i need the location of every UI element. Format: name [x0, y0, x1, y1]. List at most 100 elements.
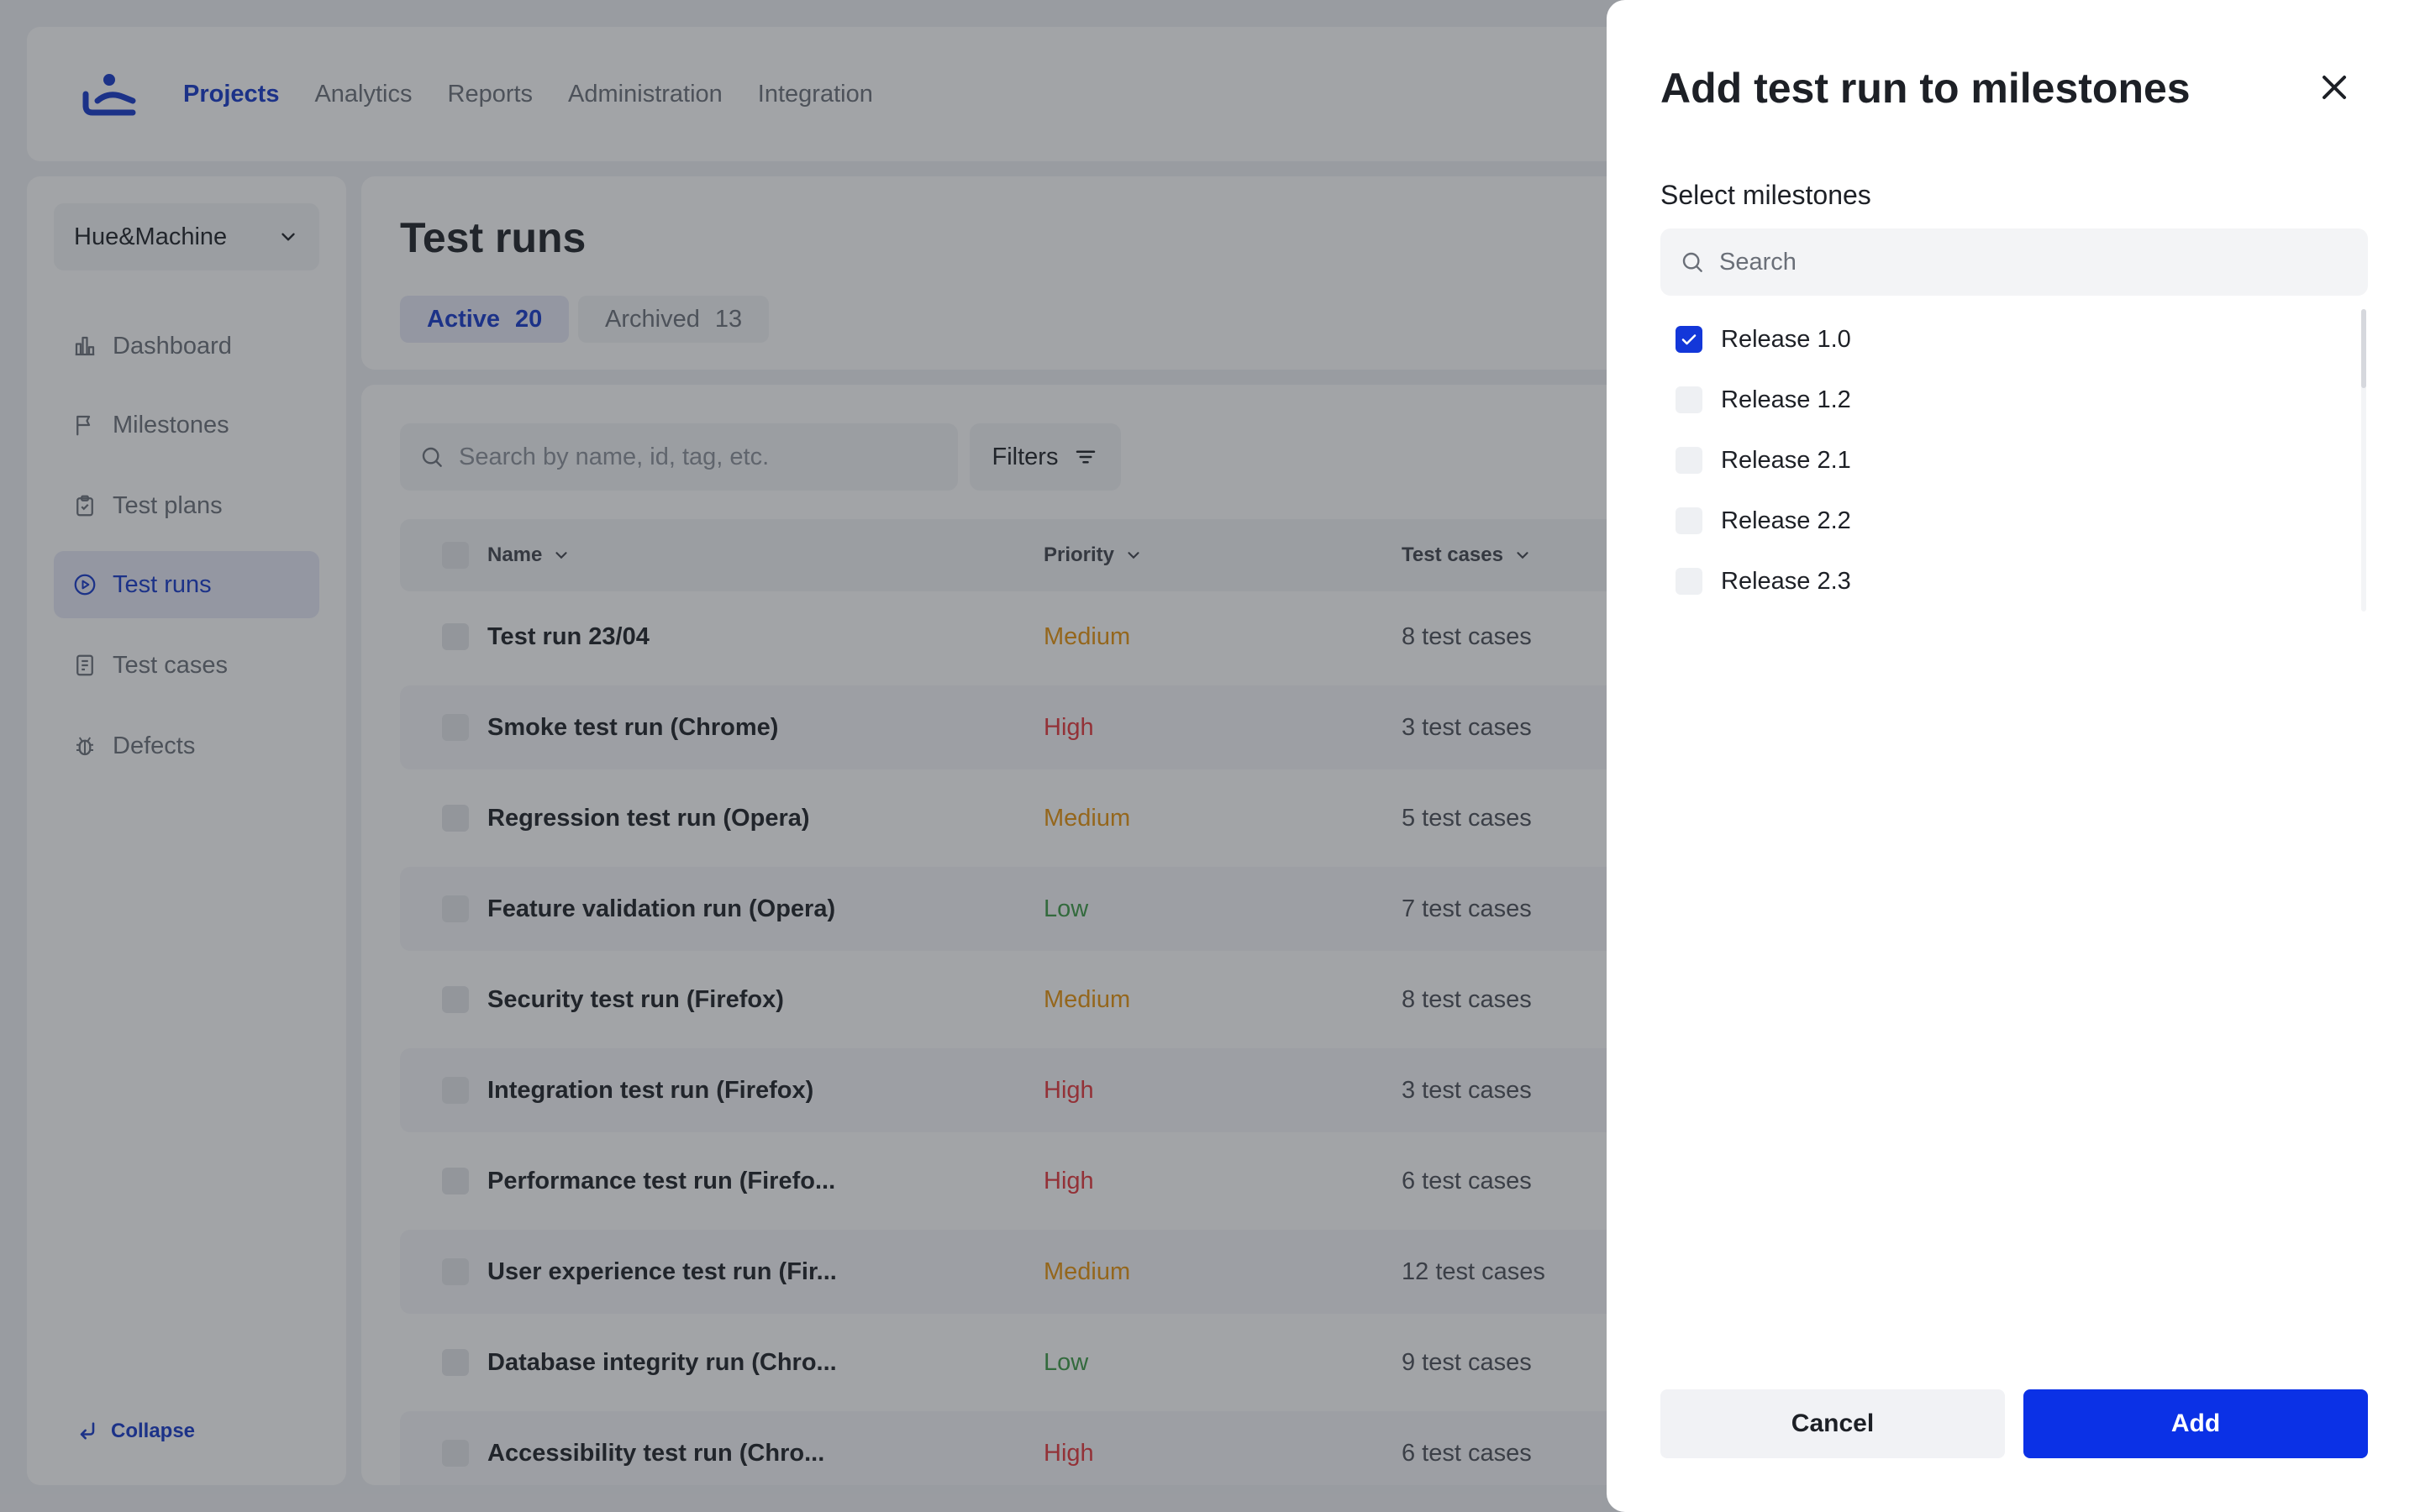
project-selector[interactable]: Hue&Machine: [54, 203, 319, 270]
milestone-label: Release 1.2: [1721, 386, 1851, 413]
run-name[interactable]: Integration test run (Firefox): [487, 1076, 814, 1104]
milestone-checkbox[interactable]: [1676, 447, 1702, 474]
cancel-button[interactable]: Cancel: [1660, 1389, 2005, 1458]
sidebar-item-defects[interactable]: Defects: [54, 712, 319, 780]
collapse-arrow-icon: [80, 1422, 95, 1440]
table-row[interactable]: Database integrity run (Chro... Low 9 te…: [400, 1320, 2358, 1404]
tab-archived[interactable]: Archived 13: [578, 296, 770, 343]
row-checkbox[interactable]: [442, 1440, 469, 1467]
table-row[interactable]: Security test run (Firefox) Medium 8 tes…: [400, 958, 2358, 1042]
row-checkbox[interactable]: [442, 714, 469, 741]
sidebar-item-test-runs[interactable]: Test runs: [54, 551, 319, 618]
row-checkbox[interactable]: [442, 623, 469, 650]
nav-projects[interactable]: Projects: [183, 80, 280, 108]
column-name[interactable]: Name: [487, 519, 571, 591]
close-button[interactable]: [2314, 67, 2354, 108]
search-input[interactable]: [459, 443, 946, 471]
filters-button[interactable]: Filters: [970, 423, 1121, 491]
row-checkbox[interactable]: [442, 805, 469, 832]
collapse-label: Collapse: [111, 1420, 196, 1442]
sidebar-item-milestones[interactable]: Milestones: [54, 391, 319, 459]
run-name[interactable]: Test run 23/04: [487, 622, 650, 650]
milestone-scroll-track[interactable]: [2361, 309, 2366, 612]
column-priority[interactable]: Priority: [1044, 519, 1143, 591]
tab-count: 20: [515, 305, 543, 333]
nav-integration[interactable]: Integration: [757, 80, 873, 108]
run-name[interactable]: Performance test run (Firefo...: [487, 1167, 836, 1194]
run-name[interactable]: Accessibility test run (Chro...: [487, 1439, 825, 1467]
run-test-cases: 6 test cases: [1402, 1167, 1532, 1194]
app-logo-icon[interactable]: [81, 72, 138, 116]
filter-lines-icon: [1076, 450, 1096, 464]
milestone-checkbox[interactable]: [1676, 568, 1702, 595]
table-row[interactable]: Regression test run (Opera) Medium 5 tes…: [400, 776, 2358, 860]
filters-label: Filters: [992, 443, 1059, 470]
run-name[interactable]: Security test run (Firefox): [487, 985, 784, 1013]
nav-analytics[interactable]: Analytics: [314, 80, 413, 108]
select-all-checkbox[interactable]: [442, 542, 469, 569]
sidebar-item-label: Test runs: [113, 570, 212, 598]
nav-administration[interactable]: Administration: [568, 80, 723, 108]
run-priority: Low: [1044, 895, 1089, 922]
milestone-checkbox-checked[interactable]: [1676, 326, 1702, 353]
run-priority: Medium: [1044, 985, 1131, 1013]
add-to-milestones-drawer: Add test run to milestones Select milest…: [1607, 0, 2420, 1512]
document-icon: [76, 654, 93, 676]
milestone-option[interactable]: Release 2.1: [1676, 430, 1851, 491]
milestone-scrollbar[interactable]: [2361, 309, 2366, 388]
add-button[interactable]: Add: [2023, 1389, 2368, 1458]
milestone-search: [1660, 228, 2368, 296]
sidebar-item-test-cases[interactable]: Test cases: [54, 632, 319, 699]
run-name[interactable]: Feature validation run (Opera): [487, 895, 836, 922]
run-priority: High: [1044, 713, 1094, 741]
milestone-option[interactable]: Release 1.2: [1676, 370, 1851, 430]
search-icon: [1682, 252, 1702, 272]
sidebar: Hue&Machine Dashboard Milestones Test pl…: [27, 176, 346, 1485]
table-row[interactable]: Performance test run (Firefo... High 6 t…: [400, 1139, 2358, 1223]
run-name[interactable]: Smoke test run (Chrome): [487, 713, 779, 741]
bug-icon: [76, 737, 93, 756]
milestone-label: Release 1.0: [1721, 325, 1851, 353]
row-checkbox[interactable]: [442, 895, 469, 922]
sidebar-item-test-plans[interactable]: Test plans: [54, 472, 319, 539]
milestone-option[interactable]: Release 2.3: [1676, 551, 1851, 612]
row-checkbox[interactable]: [442, 1258, 469, 1285]
row-checkbox[interactable]: [442, 1349, 469, 1376]
sidebar-item-label: Dashboard: [113, 332, 232, 360]
run-test-cases: 7 test cases: [1402, 895, 1532, 922]
table-row[interactable]: Test run 23/04 Medium 8 test cases: [400, 595, 2358, 679]
sidebar-item-dashboard[interactable]: Dashboard: [54, 312, 319, 380]
run-priority: Low: [1044, 1348, 1089, 1376]
milestone-label: Release 2.2: [1721, 507, 1851, 534]
tab-count: 13: [714, 305, 743, 333]
milestone-checkbox[interactable]: [1676, 507, 1702, 534]
sidebar-item-label: Defects: [113, 732, 196, 759]
run-test-cases: 12 test cases: [1402, 1257, 1545, 1285]
clipboard-icon: [76, 495, 93, 517]
run-priority: High: [1044, 1439, 1094, 1467]
milestone-option[interactable]: Release 1.0: [1676, 309, 1851, 370]
nav-reports[interactable]: Reports: [447, 80, 534, 108]
run-test-cases: 6 test cases: [1402, 1439, 1532, 1467]
sidebar-item-label: Test cases: [113, 651, 228, 679]
chevron-down-icon: [1517, 552, 1528, 559]
milestone-label: Release 2.1: [1721, 446, 1851, 474]
run-test-cases: 3 test cases: [1402, 713, 1532, 741]
run-priority: High: [1044, 1076, 1094, 1104]
milestone-search-input[interactable]: [1719, 248, 2358, 276]
run-name[interactable]: Regression test run (Opera): [487, 804, 810, 832]
row-checkbox[interactable]: [442, 1168, 469, 1194]
milestone-option[interactable]: Release 2.2: [1676, 491, 1851, 551]
run-priority: High: [1044, 1167, 1094, 1194]
run-name[interactable]: User experience test run (Fir...: [487, 1257, 837, 1285]
row-checkbox[interactable]: [442, 1077, 469, 1104]
run-test-cases: 8 test cases: [1402, 622, 1532, 650]
row-checkbox[interactable]: [442, 986, 469, 1013]
run-name[interactable]: Database integrity run (Chro...: [487, 1348, 837, 1376]
sidebar-item-label: Test plans: [113, 491, 223, 519]
milestone-checkbox[interactable]: [1676, 386, 1702, 413]
collapse-button[interactable]: Collapse: [76, 1420, 195, 1443]
column-test-cases[interactable]: Test cases: [1402, 519, 1532, 591]
chevron-down-icon: [1128, 552, 1139, 559]
tab-active[interactable]: Active 20: [400, 296, 570, 343]
